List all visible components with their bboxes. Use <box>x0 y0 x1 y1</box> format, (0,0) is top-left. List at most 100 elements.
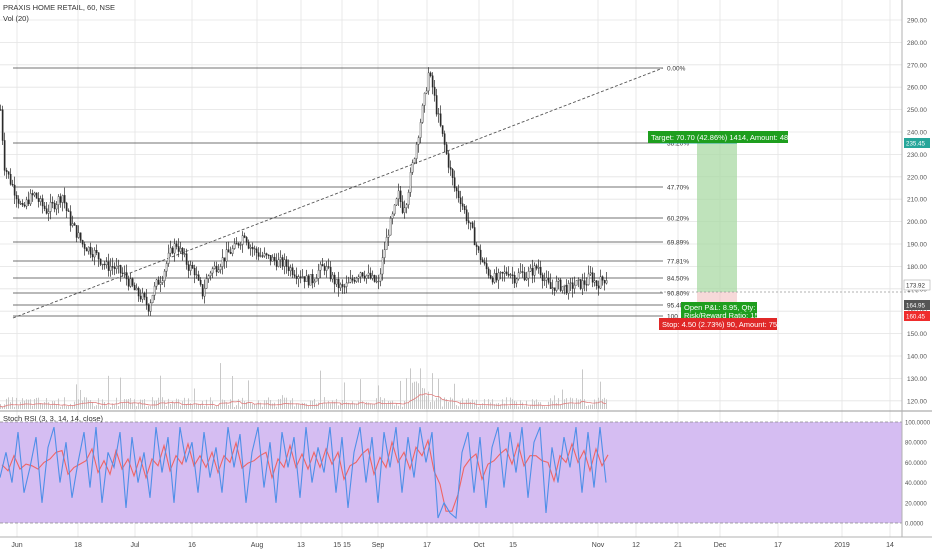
stoch-legend[interactable]: Stoch RSI (3, 3, 14, 14, close) <box>3 414 104 423</box>
volume-bar <box>170 403 171 409</box>
candle-body <box>63 195 66 204</box>
time-label: Dec <box>714 542 727 549</box>
price-axis[interactable]: 290.00 280.00 270.00 260.00 250.00 240.00 230.… <box>907 18 927 406</box>
open-pnl-label[interactable]: Open P&L: 8.95, Qty: 55 Risk/Reward Rati… <box>681 302 769 320</box>
volume-bar <box>12 397 13 409</box>
candle-body <box>355 278 358 282</box>
candle-body <box>463 206 466 210</box>
candle-body <box>325 266 328 271</box>
candle-body <box>73 223 76 226</box>
candle-body <box>391 213 394 219</box>
volume-bar <box>236 405 237 409</box>
time-label: 16 <box>188 542 196 549</box>
stoch-axis[interactable]: 100.0000 80.0000 60.0000 40.0000 20.0000 0.00… <box>905 421 931 528</box>
volume-bar <box>596 401 597 409</box>
volume-bar <box>470 401 471 409</box>
candle-body <box>471 222 474 228</box>
fib-trend-line[interactable] <box>12 67 664 319</box>
candle-body <box>43 205 46 209</box>
volume-bar <box>346 402 347 409</box>
candle-body <box>143 292 146 298</box>
volume-bar <box>528 406 529 409</box>
volume-bar <box>450 397 451 409</box>
volume-bar <box>406 378 407 409</box>
volume-bar <box>402 406 403 409</box>
candle-body <box>191 264 194 269</box>
volume-bar <box>590 404 591 409</box>
price-tick-label: 200.00 <box>907 219 927 226</box>
volume-bar <box>394 405 395 409</box>
volume-bar <box>88 399 89 409</box>
volume-bar <box>522 402 523 409</box>
time-axis[interactable]: Jun 18 Jul 16 Aug 13 15 15 Sep 17 Oct 15 Nov 12 21 Dec… <box>11 542 894 549</box>
volume-bar <box>290 400 291 409</box>
target-label[interactable]: Target: 70.70 (42.86%) 1414, Amount: 488… <box>648 131 803 143</box>
volume-bar <box>136 406 137 409</box>
candle-body <box>275 260 278 267</box>
volume-bar <box>60 406 61 409</box>
volume-bar <box>194 388 195 409</box>
time-label: Aug <box>251 542 264 549</box>
volume-bar <box>456 405 457 409</box>
candle-body <box>149 302 152 312</box>
candle-body <box>369 272 372 279</box>
price-tick-label: 120.00 <box>907 398 927 405</box>
volume-bar <box>24 400 25 409</box>
candle-body <box>517 272 520 280</box>
volume-bar <box>122 402 123 409</box>
candle-body <box>561 286 564 291</box>
candle-body <box>417 137 420 145</box>
volume-bar <box>16 397 17 409</box>
volume-bar <box>556 402 557 409</box>
symbol-legend[interactable]: PRAXIS HOME RETAIL, 60, NSE <box>3 3 115 12</box>
volume-bar <box>428 391 429 409</box>
volume-bar <box>458 406 459 409</box>
time-label: 15 15 <box>333 542 351 549</box>
volume-legend[interactable]: Vol (20) <box>3 14 29 23</box>
volume-bar <box>68 405 69 409</box>
volume-bar <box>580 399 581 409</box>
candle-body <box>119 265 122 274</box>
candle-body <box>135 287 138 291</box>
volume-bar <box>112 403 113 409</box>
volume-bar <box>448 402 449 409</box>
volume-bar <box>334 401 335 409</box>
volume-bar <box>248 380 249 409</box>
candle-body <box>81 240 84 245</box>
candle-body <box>145 296 148 305</box>
volume-bar <box>208 406 209 409</box>
volume-bar <box>404 400 405 409</box>
volume-bar <box>166 405 167 409</box>
price-candles <box>0 67 608 316</box>
candle-body <box>239 244 242 246</box>
price-tick-label: 240.00 <box>907 130 927 137</box>
candle-body <box>509 274 512 276</box>
stop-label[interactable]: Stop: 4.50 (2.73%) 90, Amount: 752.5 <box>659 318 788 330</box>
volume-bar <box>532 399 533 409</box>
candle-body <box>279 257 282 260</box>
candle-body <box>565 284 568 294</box>
candle-body <box>577 279 580 281</box>
volume-bar <box>126 399 127 409</box>
volume-bar <box>504 403 505 409</box>
volume-bar <box>278 399 279 409</box>
candle-body <box>375 281 378 283</box>
candle-body <box>601 276 604 281</box>
candle-body <box>211 268 214 274</box>
target-zone[interactable] <box>697 143 737 292</box>
candle-body <box>207 275 210 279</box>
volume-bar <box>176 398 177 409</box>
candle-body <box>91 254 94 258</box>
candle-body <box>385 237 388 250</box>
volume-bar <box>574 404 575 409</box>
candle-body <box>521 271 524 273</box>
volume-bar <box>496 403 497 409</box>
candle-body <box>445 144 448 154</box>
candle-body <box>269 255 272 262</box>
stoch-tick-label: 0.0000 <box>905 522 924 528</box>
stoch-tick-label: 100.0000 <box>905 421 931 427</box>
candle-body <box>441 125 444 134</box>
candle-body <box>165 263 168 272</box>
volume-bar <box>80 389 81 409</box>
